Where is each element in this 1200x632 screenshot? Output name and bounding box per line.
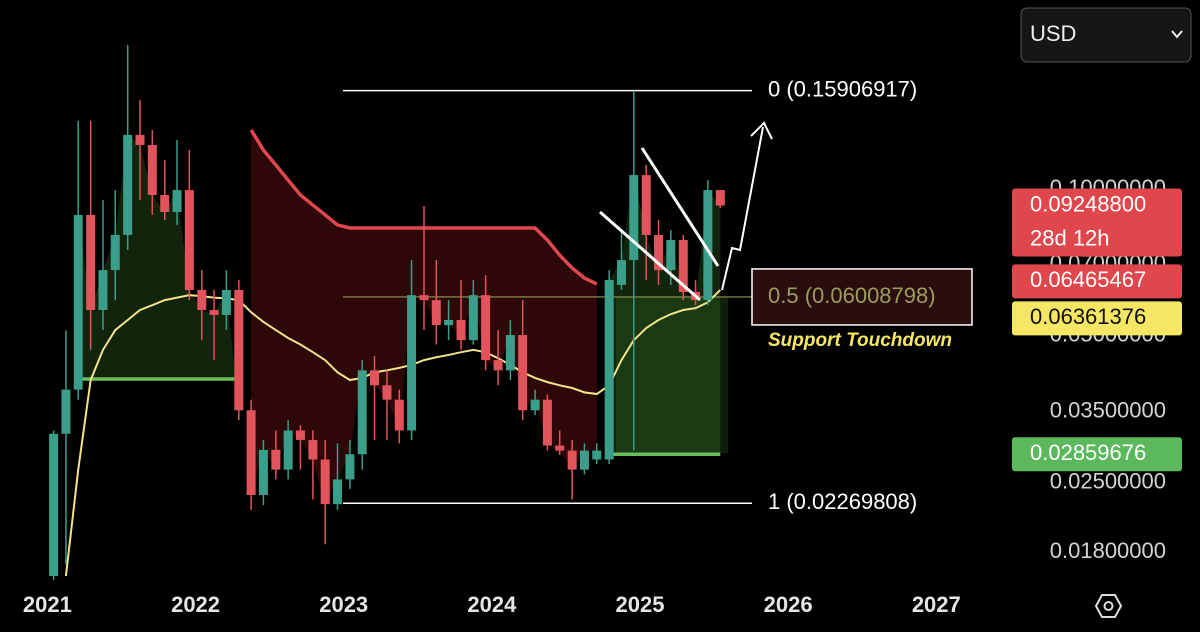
candle-body <box>715 190 725 206</box>
candle-body <box>629 175 639 261</box>
candle-body <box>481 295 491 361</box>
candle-body <box>518 335 528 411</box>
candle-body <box>320 459 330 505</box>
trend-fill <box>78 134 239 411</box>
candle-body <box>357 370 367 455</box>
x-tick-label: 2024 <box>467 592 517 617</box>
candle-body <box>579 450 589 470</box>
settings-icon-center[interactable] <box>1103 601 1114 611</box>
candle-body <box>258 449 268 495</box>
currency-dropdown[interactable]: USD <box>1020 7 1192 63</box>
drawings: Support Touchdown <box>599 121 952 351</box>
candle-body <box>147 144 157 196</box>
candle-body <box>505 335 515 371</box>
price-label: 0.06361376 <box>1030 304 1146 329</box>
candle-body <box>308 439 318 460</box>
candle-body <box>49 433 59 577</box>
candle-body <box>678 240 688 293</box>
price-label-box <box>1012 437 1182 472</box>
candle-body <box>382 385 392 400</box>
candle-body <box>530 399 540 411</box>
dropdown-chevron[interactable] <box>1171 30 1183 39</box>
price-label-box <box>1012 188 1182 257</box>
candle-body <box>221 289 231 315</box>
x-tick-label: 2022 <box>171 592 220 617</box>
candle-body <box>246 410 256 495</box>
trend-fill <box>251 129 597 505</box>
arrow-head <box>750 121 773 140</box>
candle-body <box>604 279 614 460</box>
annotation: Support Touchdown <box>768 330 952 351</box>
candle-body <box>73 214 83 390</box>
x-tick-label: 2023 <box>319 592 368 617</box>
candle-body <box>407 295 417 431</box>
x-tick-label: 2021 <box>23 592 72 617</box>
candle-body <box>394 399 404 431</box>
candle-body <box>419 295 429 301</box>
candle-body <box>184 190 194 290</box>
candle-body <box>493 360 503 371</box>
candle-body <box>332 479 342 505</box>
settings-button[interactable] <box>1094 594 1123 618</box>
candle-body <box>234 289 244 411</box>
support-zone <box>616 297 728 453</box>
settings-icon[interactable] <box>1094 594 1123 618</box>
candle-body <box>641 175 651 235</box>
y-tick-label: 0.02500000 <box>1050 469 1166 494</box>
candle-body <box>86 214 96 310</box>
candle-body <box>542 399 552 446</box>
candle-body <box>135 134 145 145</box>
candle-body <box>703 190 713 301</box>
candle-body <box>431 300 441 326</box>
candle-body <box>123 134 133 235</box>
candle-body <box>468 295 478 341</box>
price-label-box <box>1012 301 1182 336</box>
projection-arrow <box>721 126 764 291</box>
fib-label-box <box>751 268 973 326</box>
candle-body <box>271 449 281 470</box>
trend-drawing <box>640 147 720 267</box>
candle-body <box>555 445 565 451</box>
candle-body <box>654 234 664 271</box>
candle-body <box>666 240 676 271</box>
y-tick-label: 0.03500000 <box>1050 397 1166 422</box>
candle-body <box>209 309 219 315</box>
price-label: 0.09248800 <box>1030 191 1146 216</box>
indicator-line <box>78 377 721 457</box>
candle-body <box>616 260 626 285</box>
plot-area <box>49 45 752 580</box>
candle-body <box>110 234 120 271</box>
candle-body <box>61 389 71 434</box>
candle-body <box>172 190 182 213</box>
fib-label: 0 (0.15906917) <box>768 76 917 101</box>
candle-body <box>345 454 355 480</box>
y-tick-label: 0.01800000 <box>1050 538 1166 563</box>
dropdown-box[interactable] <box>1020 7 1192 63</box>
price-label: 0.02859676 <box>1030 440 1146 465</box>
fib-label: 1 (0.02269808) <box>768 489 917 514</box>
candle-body <box>370 370 380 386</box>
candle-body <box>444 319 454 326</box>
x-tick-label: 2025 <box>616 592 665 617</box>
x-tick-label: 2026 <box>764 592 813 617</box>
candle-body <box>160 195 170 213</box>
candle-body <box>567 450 577 470</box>
price-label-box <box>1012 264 1182 299</box>
candle-body <box>456 319 466 341</box>
trend-drawing <box>599 210 701 302</box>
candle-body <box>197 289 207 310</box>
candle-body <box>283 430 293 470</box>
candle-body <box>295 430 305 440</box>
dropdown-value[interactable]: USD <box>1030 21 1076 46</box>
fib-label: 0.5 (0.06008798) <box>768 283 936 308</box>
candle-body <box>98 270 108 310</box>
price-label: 0.06465467 <box>1030 267 1146 292</box>
price-label-countdown: 28d 12h <box>1030 225 1110 250</box>
candle-body <box>592 450 602 460</box>
x-tick-label: 2027 <box>912 592 961 617</box>
